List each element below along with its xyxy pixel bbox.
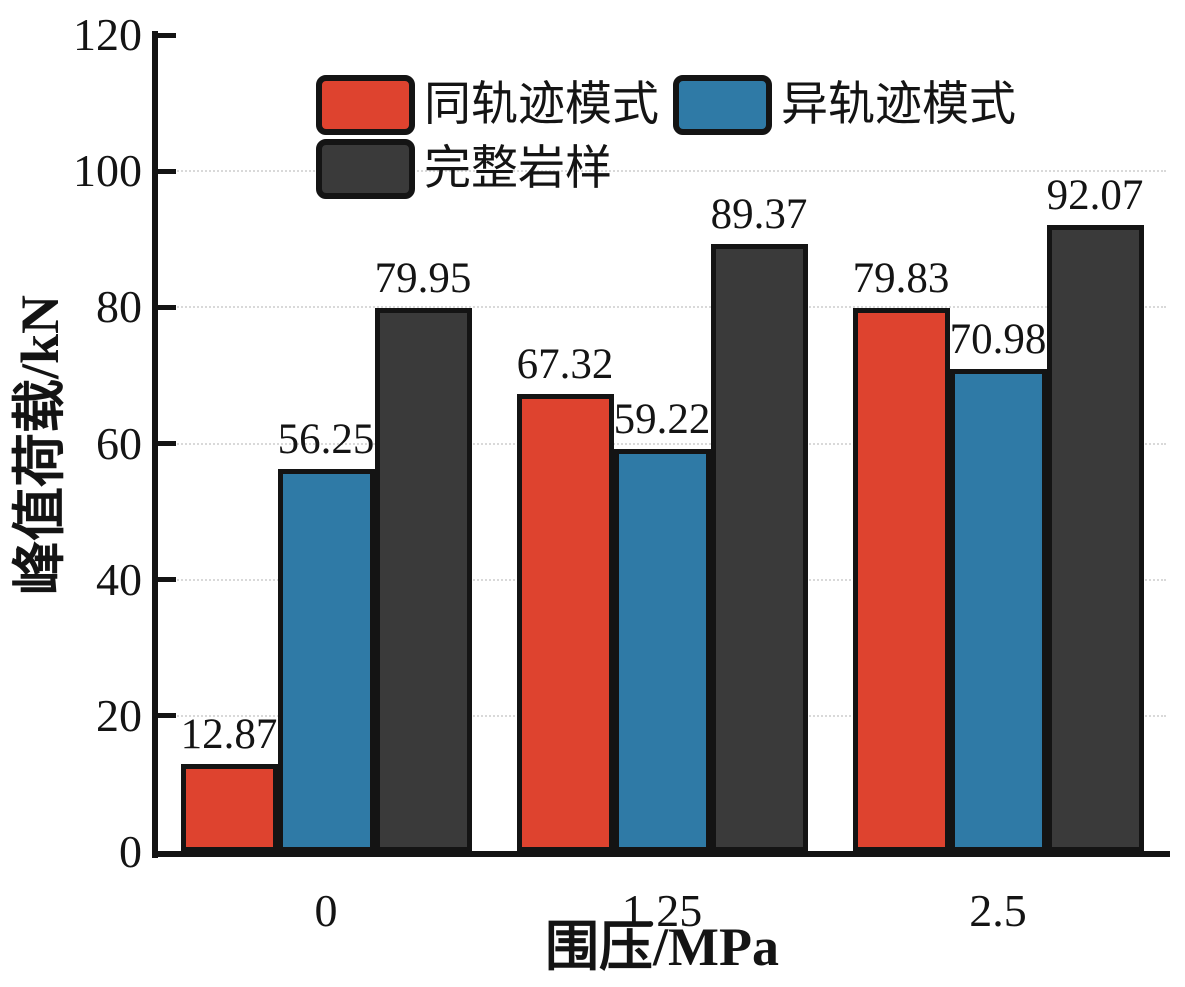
bar-完整岩样-1.25 <box>710 243 808 852</box>
legend-swatch-icon <box>673 75 772 135</box>
value-label: 12.87 <box>180 711 278 759</box>
y-axis-title: 峰值荷载/kN <box>10 294 70 596</box>
y-axis-tick <box>158 168 176 174</box>
legend-label: 同轨迹模式 <box>424 79 659 131</box>
bar-完整岩样-0 <box>374 307 472 852</box>
legend-label: 完整岩样 <box>424 143 612 195</box>
x-axis-line <box>152 851 1170 857</box>
bar-同轨迹模式-2.5 <box>852 308 950 852</box>
legend-item: 同轨迹模式 <box>316 74 659 136</box>
bar-同轨迹模式-0 <box>180 764 278 852</box>
y-tick-label: 100 <box>73 145 142 197</box>
x-tick-label: 1.25 <box>621 885 703 936</box>
value-label: 59.22 <box>613 395 711 443</box>
legend-item: 异轨迹模式 <box>673 74 1016 136</box>
value-label: 79.95 <box>374 254 472 302</box>
x-axis-title: 围压/MPa <box>545 917 779 977</box>
y-tick-label: 80 <box>96 281 142 333</box>
y-tick-label: 0 <box>119 826 142 877</box>
gridline <box>158 442 1166 445</box>
gridline <box>158 306 1166 309</box>
bar-异轨迹模式-1.25 <box>613 448 711 852</box>
y-axis-line <box>152 31 158 858</box>
legend: 同轨迹模式 异轨迹模式完整岩样 <box>316 74 1016 200</box>
value-label: 67.32 <box>516 340 614 388</box>
y-axis-tick <box>158 441 176 446</box>
y-axis-tick <box>158 304 176 310</box>
x-tick-label: 2.5 <box>969 885 1027 936</box>
gridline <box>158 170 1166 173</box>
value-label: 92.07 <box>1046 172 1144 220</box>
legend-item: 完整岩样 <box>316 138 612 200</box>
y-tick-label: 20 <box>96 689 142 741</box>
x-tick-label: 0 <box>314 885 338 936</box>
y-axis-tick <box>158 32 176 38</box>
bar-同轨迹模式-1.25 <box>516 393 614 852</box>
y-axis-tick <box>158 577 176 583</box>
bar-异轨迹模式-0 <box>277 469 375 852</box>
y-axis-tick <box>158 713 176 719</box>
y-tick-label: 120 <box>73 9 142 60</box>
y-tick-label: 60 <box>96 417 142 469</box>
bar-异轨迹模式-2.5 <box>949 368 1047 852</box>
bar-完整岩样-2.5 <box>1046 225 1144 852</box>
legend-swatch-icon <box>316 139 415 199</box>
y-tick-label: 40 <box>96 553 142 605</box>
legend-label: 异轨迹模式 <box>781 79 1016 131</box>
value-label: 56.25 <box>277 416 375 464</box>
value-label: 79.83 <box>852 255 950 303</box>
value-label: 89.37 <box>710 190 808 238</box>
value-label: 70.98 <box>949 315 1047 363</box>
legend-swatch-icon <box>316 75 415 135</box>
